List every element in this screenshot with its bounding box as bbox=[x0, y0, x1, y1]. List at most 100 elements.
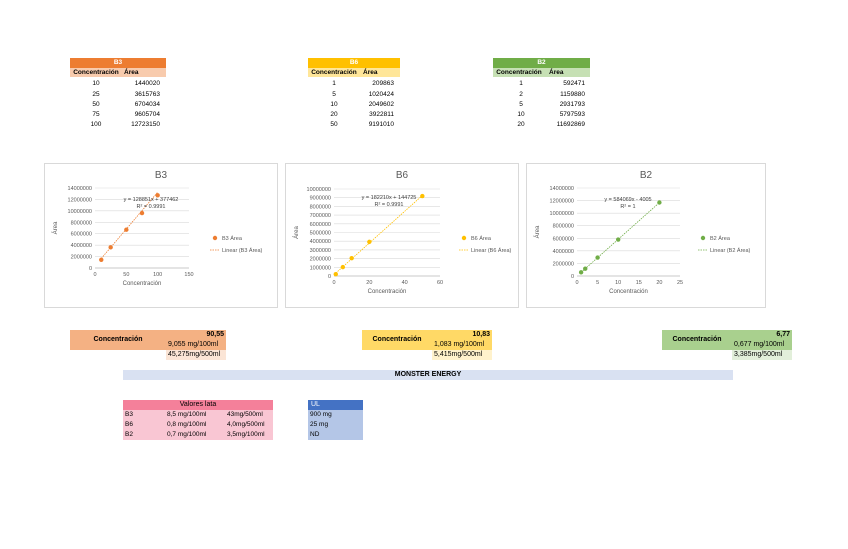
table-b3-col1: Concentración bbox=[70, 68, 122, 77]
result-b3-mg500: 45,275mg/500ml bbox=[168, 351, 221, 358]
table-b3-r2c1: 6704034 bbox=[134, 101, 160, 108]
table-b6-r4c1: 9191010 bbox=[368, 121, 394, 128]
result-b3-mg500-cell: 45,275mg/500ml bbox=[166, 350, 226, 360]
table-b6-r3c0: 20 bbox=[330, 111, 338, 118]
y-tick-label: 4000000 bbox=[310, 239, 331, 245]
x-tick-label: 5 bbox=[596, 280, 599, 286]
legend-label: Linear (B2 Área) bbox=[710, 247, 751, 254]
table-b3-r0c1: 1440020 bbox=[134, 80, 160, 87]
valores-r2-mg100: 0,7 mg/100ml bbox=[167, 431, 207, 438]
trendline bbox=[335, 195, 423, 274]
result-b3-mg100: 9,055 mg/100ml bbox=[168, 341, 219, 348]
trend-r2: R² = 0.9991 bbox=[375, 202, 404, 208]
table-b3-r0c0: 10 bbox=[92, 80, 100, 87]
chart-b2[interactable]: B2 0 2000000 4000000 6000000 8000000 10000000… bbox=[526, 163, 766, 308]
table-b3-r1c0: 25 bbox=[92, 91, 100, 98]
y-tick-label: 8000000 bbox=[310, 204, 331, 210]
chart-b6-title: B6 bbox=[395, 170, 409, 181]
data-point bbox=[578, 270, 584, 275]
legend-marker bbox=[212, 235, 218, 241]
table-b2-r3c1: 5797593 bbox=[559, 111, 585, 118]
y-tick-label: 6000000 bbox=[71, 232, 92, 238]
data-point bbox=[155, 193, 160, 198]
table-b2-r2c0: 5 bbox=[519, 101, 523, 108]
chart-b3[interactable]: B3 0 2000000 4000000 6000000 8000000 10000000… bbox=[44, 163, 278, 308]
valores-r2-name: B2 bbox=[125, 431, 133, 438]
ul-r1: 25 mg bbox=[310, 421, 329, 428]
y-tick-label: 8000000 bbox=[71, 220, 92, 226]
monster-energy-banner: MONSTER ENERGY bbox=[123, 370, 733, 380]
result-b6-label: Concentración bbox=[372, 336, 422, 343]
data-point bbox=[420, 193, 425, 199]
result-b2-label: Concentración bbox=[672, 336, 722, 343]
data-point bbox=[367, 239, 372, 245]
y-tick-label: 4000000 bbox=[71, 243, 92, 249]
result-b6-mg100: 1,083 mg/100ml bbox=[434, 341, 485, 348]
y-tick-label: 4000000 bbox=[553, 249, 574, 255]
table-b6-r0c1: 209863 bbox=[372, 80, 394, 87]
y-tick-label: 7000000 bbox=[310, 213, 331, 219]
table-b6-r1c1: 1020424 bbox=[368, 91, 394, 98]
table-b6-col1: Concentración bbox=[308, 68, 360, 77]
data-point bbox=[583, 266, 588, 271]
data-point bbox=[99, 257, 104, 262]
y-tick-label: 0 bbox=[571, 274, 574, 280]
legend-label: Linear (B3 Área) bbox=[222, 247, 263, 254]
table-b6-header: B6 bbox=[308, 58, 400, 68]
y-tick-label: 2000000 bbox=[71, 255, 92, 261]
result-b6-mg500: 5,415mg/500ml bbox=[434, 351, 483, 358]
table-b6-r3c1: 3922811 bbox=[369, 111, 394, 118]
legend-label: B3 Área bbox=[222, 235, 243, 242]
chart-b2-plot: 0 2000000 4000000 6000000 8000000 10000000 120… bbox=[534, 186, 751, 295]
chart-b6[interactable]: B6 0 1000000 2000000 3000000 4000000 5000000 6… bbox=[285, 163, 519, 308]
trend-equation: y = 128851x + 377462 bbox=[124, 197, 179, 203]
data-point bbox=[139, 210, 145, 216]
y-tick-label: 9000000 bbox=[310, 196, 331, 202]
result-b2-value: 6,77 bbox=[776, 331, 790, 338]
result-b6-value: 10,83 bbox=[472, 331, 490, 338]
legend-marker bbox=[700, 235, 706, 241]
x-tick-label: 60 bbox=[437, 280, 443, 286]
table-b2-col1: Concentración bbox=[493, 68, 545, 77]
x-tick-label: 0 bbox=[575, 280, 578, 286]
y-tick-label: 10000000 bbox=[307, 187, 331, 193]
y-axis-title: Área bbox=[293, 226, 300, 239]
y-tick-label: 12000000 bbox=[68, 197, 92, 203]
y-tick-label: 3000000 bbox=[310, 248, 331, 254]
result-b2-mg500: 3,385mg/500ml bbox=[734, 351, 783, 358]
y-tick-label: 8000000 bbox=[553, 224, 574, 230]
y-axis-title: Área bbox=[534, 225, 541, 238]
table-b3-r4c1: 12723150 bbox=[131, 121, 160, 128]
x-axis-title: Concentración bbox=[123, 281, 162, 287]
result-b3-value-cell: 90,55 bbox=[166, 330, 226, 340]
y-tick-label: 12000000 bbox=[550, 199, 574, 205]
chart-b3-plot: 0 2000000 4000000 6000000 8000000 10000000 120… bbox=[52, 186, 263, 287]
table-b3-header: B3 bbox=[70, 58, 166, 68]
table-b2-col2: Área bbox=[545, 68, 590, 77]
result-b2-label-cell: Concentración bbox=[662, 330, 732, 350]
trend-equation: y = 584069x - 4005 bbox=[604, 197, 651, 203]
trend-r2: R² = 1 bbox=[620, 204, 635, 210]
table-b6-r2c1: 2049602 bbox=[368, 101, 394, 108]
valores-r0-mg100: 8,5 mg/100ml bbox=[167, 411, 207, 418]
result-b2-mg100-cell: 0,677 mg/100ml bbox=[732, 340, 792, 350]
valores-r0-mg500: 43mg/500ml bbox=[227, 411, 263, 418]
data-point bbox=[349, 255, 354, 261]
x-tick-label: 20 bbox=[366, 280, 372, 286]
x-tick-label: 15 bbox=[636, 280, 642, 286]
x-axis-title: Concentración bbox=[368, 289, 407, 295]
y-tick-label: 5000000 bbox=[310, 231, 331, 237]
result-b3-value: 90,55 bbox=[206, 331, 224, 338]
table-b2-r0c1: 592471 bbox=[563, 80, 585, 87]
valores-r0-name: B3 bbox=[125, 411, 133, 418]
x-tick-label: 0 bbox=[93, 272, 96, 278]
table-b3-r3c0: 75 bbox=[92, 111, 100, 118]
table-b3-r3c1: 9605704 bbox=[134, 111, 160, 118]
y-tick-label: 1000000 bbox=[310, 265, 331, 271]
y-tick-label: 0 bbox=[328, 274, 331, 280]
result-b3-mg100-cell: 9,055 mg/100ml bbox=[166, 340, 226, 350]
table-b6-r4c0: 50 bbox=[330, 121, 338, 128]
chart-b2-title: B2 bbox=[639, 170, 653, 181]
table-b6-r0c0: 1 bbox=[332, 80, 336, 87]
data-point bbox=[616, 237, 621, 242]
